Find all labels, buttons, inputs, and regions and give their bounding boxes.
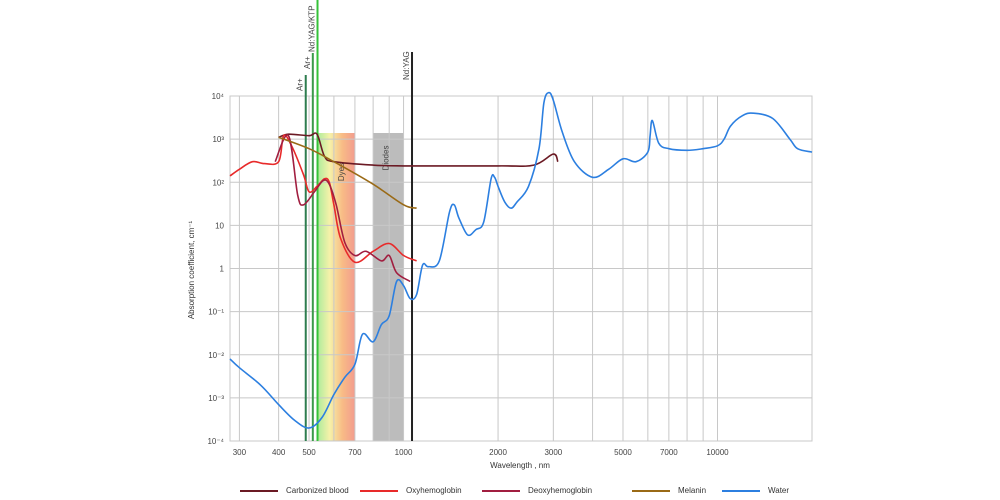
x-axis-label: Wavelength , nm [490,461,550,470]
x-tick-label: 700 [348,448,362,457]
y-tick-label: 10⁴ [212,92,225,101]
legend-item-oxyhemoglobin: Oxyhemoglobin [360,486,462,498]
x-tick-label: 3000 [544,448,562,457]
laser-label-ar: Ar+ [296,78,305,91]
y-tick-label: 10² [212,178,224,187]
x-tick-label: 7000 [660,448,678,457]
y-tick-label: 1 [220,265,225,274]
legend-label: Carbonized blood [286,486,349,495]
x-tick-label: 500 [302,448,316,457]
grid-layer [229,95,813,442]
legend-swatch [722,489,760,492]
band-diodes [373,133,404,441]
ticks-layer: 300 400 500 700 1000 2000 3000 5000 7000 10000 10⁻… [207,92,729,457]
x-tick-label: 5000 [614,448,632,457]
series-layer [229,91,813,429]
y-tick-label: 10⁻⁴ [207,437,224,446]
legend-label: Deoxyhemoglobin [528,486,593,495]
series-line-deoxyhemoglobin [274,134,411,283]
laser-label-ar: Ar+ [303,56,312,69]
y-axis-label: Absorption coefficient, cm⁻¹ [187,220,196,319]
series-line-water [229,91,813,429]
x-tick-label: 300 [233,448,247,457]
y-tick-label: 10³ [212,135,224,144]
legend-label: Melanin [678,486,707,495]
legend-item-melanin: Melanin [632,486,706,498]
legend-item-water: Water [722,486,789,498]
legend-label: Water [768,486,790,495]
laser-label-nd-yag: Nd:YAG [402,51,411,80]
y-tick-label: 10⁻² [208,351,224,360]
x-tick-label: 10000 [706,448,729,457]
legend-label: Oxyhemoglobin [406,486,462,495]
series-line-melanin [278,136,417,209]
legend-swatch [632,489,670,492]
x-tick-label: 400 [272,448,286,457]
band-label-diodes: Diodes [381,146,390,171]
x-tick-label: 2000 [489,448,507,457]
legend-item-deoxyhemoglobin: Deoxyhemoglobin [482,486,592,498]
y-tick-label: 10 [215,221,224,230]
legend: Carbonized blood Oxyhemoglobin Deoxyhemogl… [240,486,800,498]
band-label-dyes: Dyes [337,163,346,181]
series-line-oxyhemoglobin [229,134,417,264]
legend-item-carbonized-blood: Carbonized blood [240,486,349,498]
y-tick-label: 10⁻³ [208,394,224,403]
y-tick-label: 10⁻¹ [208,308,224,317]
legend-swatch [240,489,278,492]
bands-layer: Dyes Diodes [316,133,404,441]
legend-swatch [360,489,398,492]
x-tick-label: 1000 [395,448,413,457]
legend-swatch [482,489,520,492]
laser-label-nd-yag-ktp: Nd:YAG/KTP [308,5,317,52]
